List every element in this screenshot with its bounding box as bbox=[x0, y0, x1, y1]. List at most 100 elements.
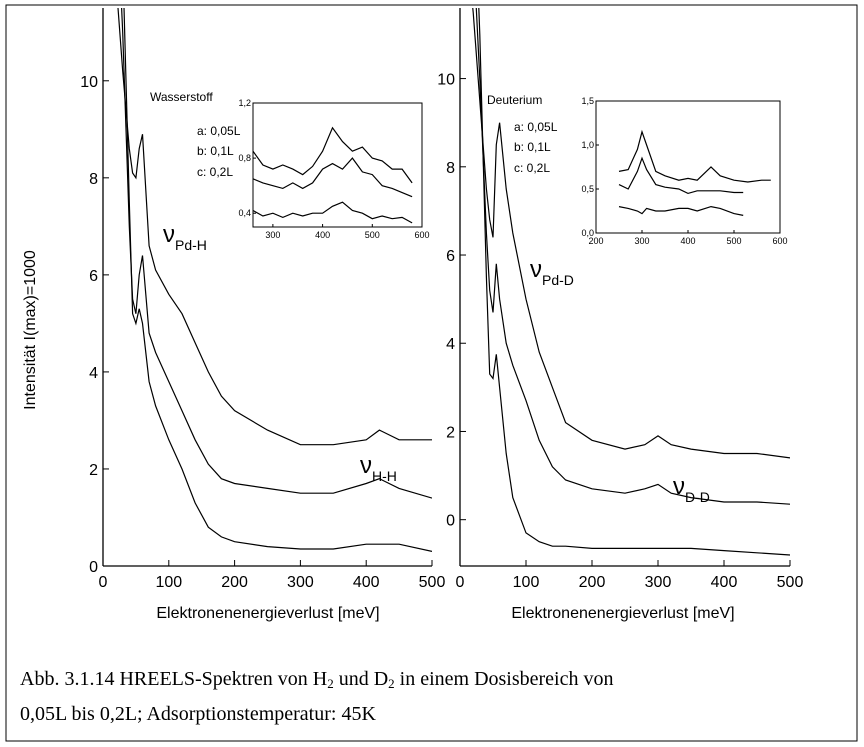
plot bbox=[117, 8, 432, 552]
annotation: a: 0,05L bbox=[514, 120, 558, 134]
spectrum-line bbox=[123, 8, 432, 552]
x-tick-label: 500 bbox=[365, 230, 380, 240]
annotation-subscript: H-H bbox=[372, 468, 397, 484]
y-tick-label: 10 bbox=[437, 72, 455, 89]
x-tick-label: 600 bbox=[414, 230, 429, 240]
annotation-text: c: 0,2L bbox=[197, 165, 233, 179]
annotation-text: ν bbox=[673, 473, 685, 500]
caption-line: Abb. 3.1.14 HREELS-Spektren von H2 und D… bbox=[20, 664, 614, 699]
caption-subscript: 2 bbox=[327, 676, 334, 691]
spectrum-line bbox=[618, 205, 744, 216]
annotation-text: a: 0,05L bbox=[197, 124, 241, 138]
x-tick-label: 100 bbox=[155, 574, 182, 591]
y-tick-label: 1,2 bbox=[238, 98, 251, 108]
annotation: c: 0,2L bbox=[197, 165, 233, 179]
spectrum-line bbox=[253, 157, 413, 198]
caption-text: und D bbox=[333, 668, 389, 690]
x-tick-label: 100 bbox=[513, 574, 540, 591]
x-tick-label: 400 bbox=[711, 574, 738, 591]
y-tick-label: 8 bbox=[446, 160, 455, 177]
caption-text: in einem Dosisbereich von bbox=[394, 668, 614, 690]
annotation: νPd-D bbox=[530, 256, 574, 288]
x-tick-label: 400 bbox=[315, 230, 330, 240]
annotation: νD-D bbox=[673, 473, 710, 505]
annotation-text: a: 0,05L bbox=[514, 120, 558, 134]
y-tick-label: 0,4 bbox=[238, 208, 251, 218]
y-tick-label: 0,5 bbox=[581, 184, 594, 194]
caption-text: 0,05L bis 0,2L; Adsorptionstemperatur: 4… bbox=[20, 703, 376, 725]
x-tick-label: 300 bbox=[287, 574, 314, 591]
annotation: νH-H bbox=[360, 452, 397, 484]
x-tick-label: 500 bbox=[419, 574, 446, 591]
caption-text: Abb. 3.1.14 HREELS-Spektren von H bbox=[20, 668, 328, 690]
x-tick-label: 300 bbox=[645, 574, 672, 591]
x-tick-label: 0 bbox=[99, 574, 108, 591]
spectrum-line bbox=[618, 156, 744, 195]
annotation-text: ν bbox=[530, 256, 542, 283]
x-tick-label: 200 bbox=[221, 574, 248, 591]
y-tick-label: 6 bbox=[89, 268, 98, 285]
spectrum-line bbox=[475, 8, 790, 505]
annotation: νPd-H bbox=[163, 221, 207, 253]
annotation-text: ν bbox=[163, 221, 175, 248]
annotation-subscript: D-D bbox=[685, 489, 710, 505]
inset-plot bbox=[253, 126, 413, 224]
figure-frame bbox=[5, 4, 858, 742]
x-tick-label: 500 bbox=[726, 236, 741, 246]
inset-plot bbox=[618, 129, 771, 216]
spectrum-line bbox=[117, 8, 432, 446]
annotation-text: Wasserstoff bbox=[150, 90, 213, 104]
caption: Abb. 3.1.14 HREELS-Spektren von H2 und D… bbox=[20, 664, 614, 729]
x-tick-label: 0 bbox=[456, 574, 465, 591]
y-tick-label: 1,5 bbox=[581, 96, 594, 106]
x-axis-label: Elektronenenergieverlust [meV] bbox=[511, 605, 734, 622]
annotation-subscript: Pd-D bbox=[542, 272, 574, 288]
x-tick-label: 300 bbox=[634, 236, 649, 246]
y-tick-label: 2 bbox=[446, 424, 455, 441]
annotation: Deuterium bbox=[487, 93, 542, 107]
plot bbox=[472, 8, 790, 556]
y-tick-label: 8 bbox=[89, 171, 98, 188]
inset-frame bbox=[252, 102, 423, 228]
annotation: b: 0,1L bbox=[197, 144, 234, 158]
x-tick-label: 400 bbox=[680, 236, 695, 246]
x-tick-label: 500 bbox=[777, 574, 804, 591]
caption-line: 0,05L bis 0,2L; Adsorptionstemperatur: 4… bbox=[20, 699, 614, 729]
x-axis-label: Elektronenenergieverlust [meV] bbox=[156, 605, 379, 622]
spectrum-line bbox=[253, 126, 413, 184]
spectrum-line bbox=[121, 8, 432, 499]
x-tick-label: 200 bbox=[579, 574, 606, 591]
y-tick-label: 0 bbox=[446, 513, 455, 530]
annotation: b: 0,1L bbox=[514, 140, 551, 154]
x-tick-label: 300 bbox=[265, 230, 280, 240]
y-tick-label: 4 bbox=[446, 336, 455, 353]
annotation-text: b: 0,1L bbox=[514, 140, 551, 154]
y-tick-label: 0,0 bbox=[581, 228, 594, 238]
spectrum-line bbox=[618, 129, 771, 183]
y-tick-label: 1,0 bbox=[581, 140, 594, 150]
x-tick-label: 400 bbox=[353, 574, 380, 591]
annotation-subscript: Pd-H bbox=[175, 237, 207, 253]
spectrum-line bbox=[478, 8, 790, 556]
annotation-text: ν bbox=[360, 452, 372, 479]
annotation-text: c: 0,2L bbox=[514, 161, 550, 175]
y-tick-label: 6 bbox=[446, 248, 455, 265]
inset-frame bbox=[595, 100, 781, 234]
y-tick-label: 2 bbox=[89, 462, 98, 479]
annotation: a: 0,05L bbox=[197, 124, 241, 138]
annotation: Wasserstoff bbox=[150, 90, 213, 104]
annotation-text: b: 0,1L bbox=[197, 144, 234, 158]
x-tick-label: 200 bbox=[588, 236, 603, 246]
annotation-text: Deuterium bbox=[487, 93, 542, 107]
annotation: c: 0,2L bbox=[514, 161, 550, 175]
caption-subscript: 2 bbox=[388, 676, 395, 691]
y-tick-label: 4 bbox=[89, 365, 98, 382]
spectrum-line bbox=[472, 8, 790, 459]
y-axis-label: Intensität I(max)=1000 bbox=[22, 250, 39, 410]
y-tick-label: 0,8 bbox=[238, 153, 251, 163]
spectrum-line bbox=[253, 201, 413, 224]
x-tick-label: 600 bbox=[772, 236, 787, 246]
y-tick-label: 0 bbox=[89, 559, 98, 576]
